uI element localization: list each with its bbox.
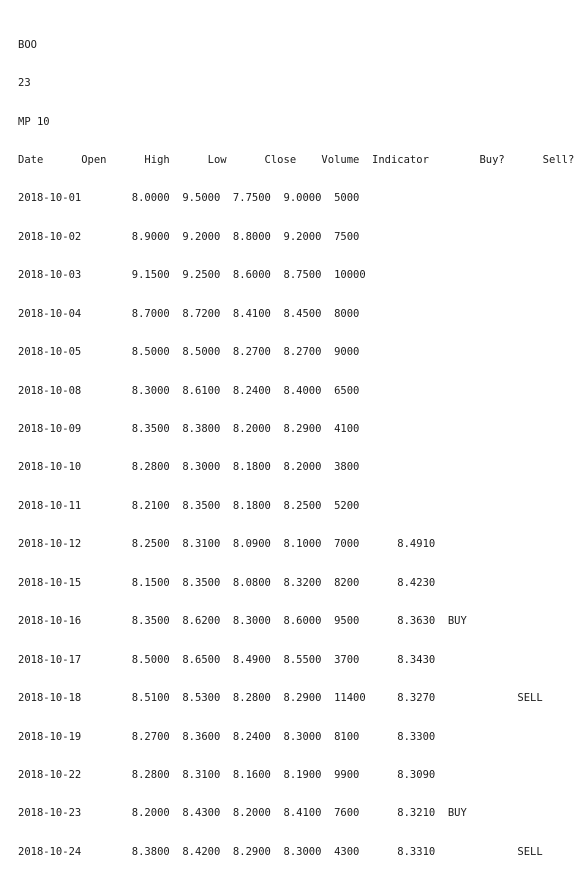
table-row: 2018-10-15 8.1500 8.3500 8.0800 8.3200 8… [18,576,436,589]
table-row: 2018-10-09 8.3500 8.3800 8.2000 8.2900 4… [18,423,360,435]
table-row: 2018-10-24 8.3800 8.4200 8.2900 8.3000 4… [18,845,543,858]
table-row: 2018-10-01 8.0000 9.5000 7.7500 9.0000 5… [18,192,360,205]
console-output: BOO 23 MP 10 Date Open High Low Close Vo… [18,13,578,870]
table-row: 2018-10-11 8.2100 8.3500 8.1800 8.2500 5… [18,499,360,512]
table-row: 2018-10-12 8.2500 8.3100 8.0900 8.1000 7… [18,538,436,551]
ticker-line: BOO [18,38,37,51]
table-row: 2018-10-17 8.5000 8.6500 8.4900 8.5500 3… [18,653,436,666]
table-row: 2018-10-05 8.5000 8.5000 8.2700 8.2700 9… [18,346,360,359]
table-row: 2018-10-18 8.5100 8.5300 8.2800 8.2900 1… [18,692,543,705]
param-line: MP 10 [18,115,50,128]
table-row: 2018-10-19 8.2700 8.3600 8.2400 8.3000 8… [18,730,436,743]
table-row: 2018-10-16 8.3500 8.6200 8.3000 8.6000 9… [18,615,467,628]
table-row: 2018-10-03 9.1500 9.2500 8.6000 8.7500 1… [18,269,366,282]
table-row: 2018-10-02 8.9000 9.2000 8.8000 9.2000 7… [18,230,360,243]
column-header: Date Open High Low Close Volume Indicato… [18,153,575,166]
table-row: 2018-10-04 8.7000 8.7200 8.4100 8.4500 8… [18,307,360,320]
count-line: 23 [18,77,31,90]
table-row: 2018-10-23 8.2000 8.4300 8.2000 8.4100 7… [18,807,467,820]
table-row: 2018-10-22 8.2800 8.3100 8.1600 8.1900 9… [18,768,436,781]
table-row: 2018-10-10 8.2800 8.3000 8.1800 8.2000 3… [18,461,360,474]
table-row: 2018-10-08 8.3000 8.6100 8.2400 8.4000 6… [18,384,360,397]
